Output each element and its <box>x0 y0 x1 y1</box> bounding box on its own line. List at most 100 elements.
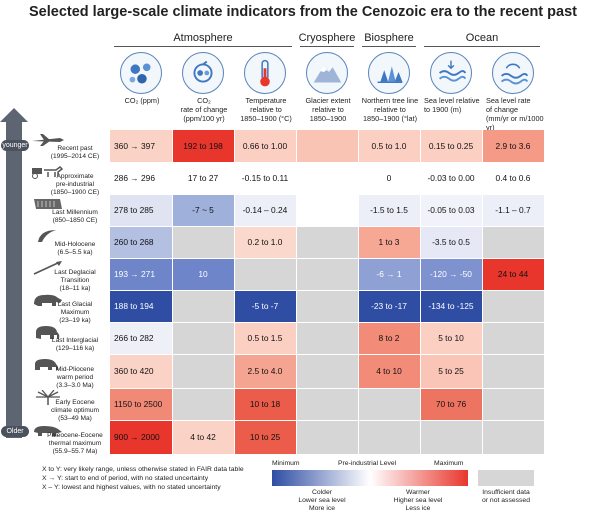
table-cell: -5 to -7 <box>234 290 296 322</box>
group-underline-atmosphere <box>114 46 292 47</box>
table-cell: 0.15 to 0.25 <box>420 130 482 162</box>
table-cell: 360 to 420 <box>110 354 172 388</box>
note-very-likely: X to Y: very likely range, unless otherw… <box>42 466 244 473</box>
sea-level-rate-icon <box>492 52 534 94</box>
table-cell <box>482 388 544 420</box>
row-label-line: warm period <box>56 374 94 382</box>
row-label-5: Last Deglacial Transition (18–11 ka) <box>40 269 110 292</box>
insufficient-data-caption: Insufficient data or not assessed <box>470 489 542 505</box>
row-label-line: (1850–1900 CE) <box>50 188 100 196</box>
note-lowest-highest: X – Y: lowest and highest values, with n… <box>42 484 221 491</box>
group-header-biosphere: Biosphere <box>364 32 414 44</box>
table-cell <box>296 388 358 420</box>
table-cell <box>482 290 544 322</box>
column-header-7: Sea level rate of change (mm/yr or m/1000 … <box>486 96 546 132</box>
legend-line: Lower sea level <box>298 497 346 504</box>
table-cell: 2.9 to 3.6 <box>482 130 544 162</box>
table-cell: 10 to 25 <box>234 420 296 454</box>
co2-molecules-icon <box>120 52 162 94</box>
colorbar-colder-caption: Colder Lower sea level More ice <box>282 489 362 513</box>
mammoth-icon <box>30 324 66 340</box>
row-label-line: Paleocene-Eocene <box>47 432 103 440</box>
grid-line-horizontal <box>110 257 544 259</box>
table-cell: 0.66 to 1.00 <box>234 130 296 162</box>
table-cell: 0.5 to 1.5 <box>234 322 296 354</box>
row-label-line: pre-industrial <box>55 181 95 189</box>
table-cell: 0 <box>358 162 420 194</box>
table-cell <box>172 354 234 388</box>
table-cell <box>234 258 296 290</box>
chart-title: Selected large-scale climate indicators … <box>29 4 577 20</box>
table-cell <box>482 420 544 454</box>
table-cell: 278 to 285 <box>110 194 172 226</box>
table-cell <box>172 226 234 258</box>
table-cell: -7 ~ 5 <box>172 194 234 226</box>
horse-carriage-icon <box>30 164 66 180</box>
group-underline-ocean <box>424 46 540 47</box>
row-label-line: thermal maximum <box>48 440 102 448</box>
legend-line: Colder <box>311 489 333 496</box>
column-header-line: rate of change <box>180 105 228 114</box>
table-cell: 0.4 to 0.6 <box>482 162 544 194</box>
grid-line-horizontal <box>110 387 544 389</box>
axis-label-older: Older <box>1 426 29 437</box>
group-underline-biosphere <box>362 46 416 47</box>
table-cell: 10 to 18 <box>234 388 296 420</box>
note-start-end: X → Y: start to end of period, with no s… <box>42 475 209 482</box>
mastodon-icon <box>30 356 66 372</box>
table-cell: 2.5 to 4.0 <box>234 354 296 388</box>
row-label-4: Mid-Holocene (6.5–5.5 ka) <box>40 240 110 258</box>
table-cell: 0.2 to 1.0 <box>234 226 296 258</box>
glacier-mountain-icon <box>306 52 348 94</box>
row-label-line: Last Deglacial <box>54 269 96 277</box>
group-underline-cryosphere <box>300 46 354 47</box>
table-cell: -0.15 to 0.11 <box>234 162 296 194</box>
table-cell <box>172 388 234 420</box>
row-label-line: (850–1850 CE) <box>52 217 98 224</box>
column-header-line: CO₂ (ppm) <box>124 96 160 105</box>
row-label-line: Maximum <box>60 309 90 317</box>
row-label-8: Mid-Pliocene warm period (3.3–3.0 Ma) <box>40 366 110 389</box>
column-header-4: Glacier extent relative to 1850–1900 <box>298 96 358 123</box>
column-header-line: 1850–1900 <box>309 114 347 123</box>
grid-line-horizontal <box>110 419 544 421</box>
table-cell: -134 to -125 <box>420 290 482 322</box>
column-header-line: Sea level rate <box>486 96 531 105</box>
column-header-line: 1850–1900 (°lat) <box>362 114 418 123</box>
row-label-line: (18–11 ka) <box>59 284 91 292</box>
table-cell <box>296 162 358 194</box>
table-cell: 900 → 2000 <box>110 420 172 454</box>
row-label-line: Approximate <box>56 173 94 181</box>
table-cell <box>296 194 358 226</box>
table-cell: -3.5 to 0.5 <box>420 226 482 258</box>
row-label-line: Transition <box>60 277 90 285</box>
grid-line-vertical <box>233 130 235 454</box>
table-cell: -0.03 to 0.00 <box>420 162 482 194</box>
table-cell <box>482 226 544 258</box>
row-label-3: Last Millennium (850–1850 CE) <box>40 208 110 226</box>
row-label-7: Last Interglacial (129–116 ka) <box>40 336 110 354</box>
legend-line: Warmer <box>406 489 430 496</box>
legend-line: or not assessed <box>482 497 530 504</box>
grid-line-horizontal <box>110 321 544 323</box>
table-cell: -6 → 1 <box>358 258 420 290</box>
table-cell: 0.5 to 1.0 <box>358 130 420 162</box>
table-cell: 4 to 10 <box>358 354 420 388</box>
row-label-line: Early Eocene <box>55 399 95 407</box>
table-cell: -0.14 – 0.24 <box>234 194 296 226</box>
spear-icon <box>30 260 66 276</box>
time-axis-arrowhead <box>0 108 28 122</box>
column-header-line: relative to <box>312 105 344 114</box>
group-header-atmosphere: Atmosphere <box>173 32 233 44</box>
tapir-icon <box>30 422 66 438</box>
table-cell: 188 to 194 <box>110 290 172 322</box>
grid-line-horizontal <box>110 353 544 355</box>
row-label-line: Recent past <box>57 145 93 153</box>
row-label-line: Last Interglacial <box>51 337 99 345</box>
legend-line: More ice <box>308 505 336 512</box>
row-label-line: (53–49 Ma) <box>58 414 92 422</box>
table-cell: 70 to 76 <box>420 388 482 420</box>
column-header-line: 1850–1900 (°C) <box>240 114 292 123</box>
thermometer-icon <box>244 52 286 94</box>
sea-level-icon <box>430 52 472 94</box>
